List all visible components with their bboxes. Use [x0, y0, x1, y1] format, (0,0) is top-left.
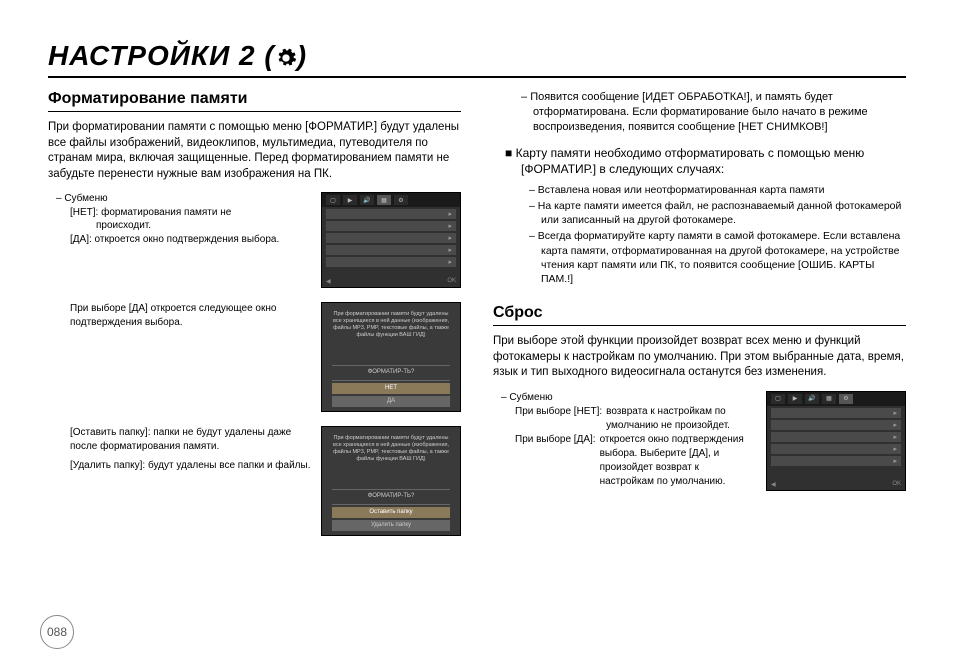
reset-submenu-label: – Субменю: [501, 391, 756, 405]
opt-keep-label: [Оставить папку]:: [70, 427, 151, 438]
bullet-item: – На карте памяти имеется файл, не распо…: [529, 199, 906, 227]
dialog-btn-keep: Оставить папку: [332, 507, 450, 518]
menu-row: ▸: [771, 456, 901, 466]
format-submenu: – Субменю [НЕТ]: форматирования памяти н…: [48, 192, 311, 246]
reset-heading: Сброс: [493, 304, 906, 326]
note-yes: При выборе [ДА] откроется следующее окно…: [70, 302, 311, 329]
processing-note: – Появится сообщение [ИДЕТ ОБРАБОТКА!], …: [521, 90, 906, 135]
reset-no-label: При выборе [НЕТ]:: [515, 405, 602, 433]
tab-icon: ▶: [343, 195, 357, 205]
menu-row: ▸: [771, 432, 901, 442]
dialog-question-2: ФОРМАТИР-ТЬ?: [332, 489, 450, 505]
dialog-screen-1: При форматировании памяти будут удалены …: [321, 302, 461, 412]
title-suffix: ): [297, 40, 307, 71]
title-text: НАСТРОЙКИ 2 (: [48, 40, 275, 71]
dialog-text-2: При форматировании памяти будут удалены …: [332, 435, 450, 485]
tab-icon: ▦: [377, 195, 391, 205]
menu-row: ▸: [326, 209, 456, 219]
dialog-question: ФОРМАТИР-ТЬ?: [332, 365, 450, 381]
bullet-item: – Вставлена новая или неотформатированна…: [529, 183, 906, 197]
camera-screen-2: ▢ ▶ 🔊 ▦ ⚙ ▸ ▸ ▸ ▸ ▸ ◀ OK: [766, 391, 906, 491]
opt-delete-body: будут удалены все папки и файлы.: [148, 460, 311, 471]
format-intro: При форматировании памяти с помощью меню…: [48, 120, 461, 182]
back-icon: ◀: [326, 278, 331, 285]
folder-options: [Оставить папку]: папки не будут удалены…: [48, 426, 311, 479]
reset-submenu: – Субменю При выборе [НЕТ]: возврата к н…: [493, 391, 756, 489]
dialog-screen-2: При форматировании памяти будут удалены …: [321, 426, 461, 536]
right-column: – Появится сообщение [ИДЕТ ОБРАБОТКА!], …: [493, 90, 906, 550]
dialog-text: При форматировании памяти будут удалены …: [332, 311, 450, 361]
format-heading: Форматирование памяти: [48, 90, 461, 112]
tab-icon: ▶: [788, 394, 802, 404]
menu-row: ▸: [771, 408, 901, 418]
ok-icon: OK: [447, 278, 456, 285]
left-column: Форматирование памяти При форматировании…: [48, 90, 461, 550]
reset-no-body: возврата к настройкам по умолчанию не пр…: [602, 405, 756, 433]
square-bullet: ■ Карту памяти необходимо отформатироват…: [493, 145, 906, 177]
back-icon: ◀: [771, 481, 776, 488]
dialog-btn-delete: Удалить папку: [332, 520, 450, 531]
dialog-btn-no: НЕТ: [332, 383, 450, 394]
reset-yes-label: При выборе [ДА]:: [515, 433, 596, 489]
opt-no: [НЕТ]: форматирования памяти не: [70, 207, 231, 218]
gear-icon: [275, 47, 297, 69]
menu-row: ▸: [326, 257, 456, 267]
tab-icon: ▦: [822, 394, 836, 404]
tab-icon: ⚙: [839, 394, 853, 404]
menu-row: ▸: [326, 245, 456, 255]
tab-icon: ⚙: [394, 195, 408, 205]
camera-screen-1: ▢ ▶ 🔊 ▦ ⚙ ▸ ▸ ▸ ▸ ▸ ◀ OK: [321, 192, 461, 288]
dialog-btn-yes: ДА: [332, 396, 450, 407]
reset-yes-body: откроется окно подтверждения выбора. Выб…: [596, 433, 756, 489]
tab-icon: ▢: [326, 195, 340, 205]
menu-row: ▸: [771, 444, 901, 454]
menu-row: ▸: [326, 233, 456, 243]
opt-yes: [ДА]: откроется окно подтверждения выбор…: [70, 234, 279, 245]
opt-no-cont: происходит.: [96, 220, 151, 231]
ok-icon: OK: [892, 481, 901, 488]
tab-icon: ▢: [771, 394, 785, 404]
bullet-item: – Всегда форматируйте карту памяти в сам…: [529, 229, 906, 286]
tab-icon: 🔊: [805, 394, 819, 404]
menu-row: ▸: [326, 221, 456, 231]
submenu-label: – Субменю: [56, 192, 311, 206]
opt-delete-label: [Удалить папку]:: [70, 460, 145, 471]
tab-icon: 🔊: [360, 195, 374, 205]
menu-row: ▸: [771, 420, 901, 430]
reset-intro: При выборе этой функции произойдет возвр…: [493, 334, 906, 381]
page-title: НАСТРОЙКИ 2 (): [48, 40, 906, 78]
page-number: 088: [40, 615, 74, 649]
